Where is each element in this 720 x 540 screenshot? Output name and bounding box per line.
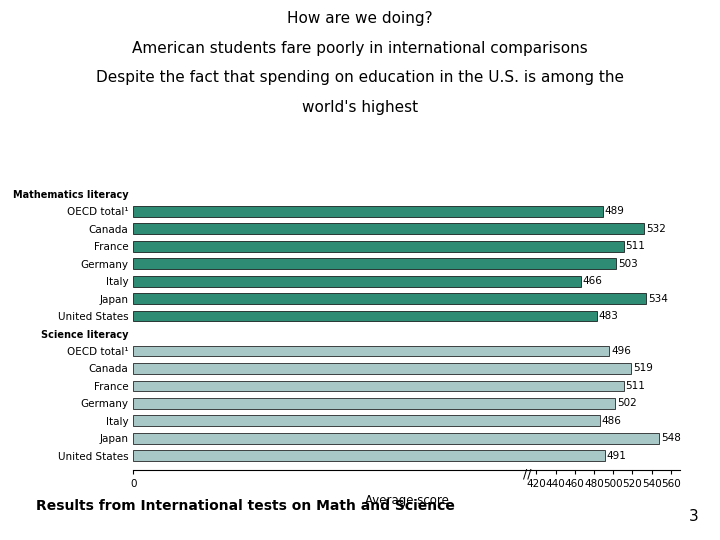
Text: 548: 548 — [661, 434, 681, 443]
Bar — [133, 310, 597, 321]
Text: 486: 486 — [602, 416, 621, 426]
Bar — [133, 223, 644, 234]
Bar — [133, 258, 616, 269]
Text: 489: 489 — [605, 206, 624, 216]
Text: 502: 502 — [617, 399, 636, 408]
Text: 491: 491 — [606, 451, 626, 461]
Text: 503: 503 — [618, 259, 638, 268]
Text: How are we doing?: How are we doing? — [287, 11, 433, 26]
Bar — [133, 293, 646, 304]
Text: 466: 466 — [582, 276, 603, 286]
Text: Results from International tests on Math and Science: Results from International tests on Math… — [36, 499, 455, 513]
Bar — [133, 346, 609, 356]
Bar — [133, 276, 580, 287]
Bar — [133, 206, 603, 217]
Text: 3: 3 — [688, 509, 698, 524]
Bar — [133, 433, 660, 444]
Text: 534: 534 — [648, 294, 667, 303]
Text: 511: 511 — [626, 241, 646, 251]
Text: //: // — [523, 468, 531, 481]
Text: world's highest: world's highest — [302, 100, 418, 115]
Text: 496: 496 — [611, 346, 631, 356]
Text: 519: 519 — [634, 363, 653, 374]
Bar — [133, 398, 615, 409]
Text: 511: 511 — [626, 381, 646, 391]
Bar — [133, 381, 624, 392]
Bar — [133, 363, 631, 374]
X-axis label: Average score: Average score — [365, 495, 449, 508]
Text: 483: 483 — [599, 311, 618, 321]
Bar — [133, 241, 624, 252]
Text: Despite the fact that spending on education in the U.S. is among the: Despite the fact that spending on educat… — [96, 70, 624, 85]
Text: 532: 532 — [646, 224, 666, 234]
Text: American students fare poorly in international comparisons: American students fare poorly in interna… — [132, 40, 588, 56]
Bar — [133, 450, 605, 461]
Bar — [133, 415, 600, 426]
